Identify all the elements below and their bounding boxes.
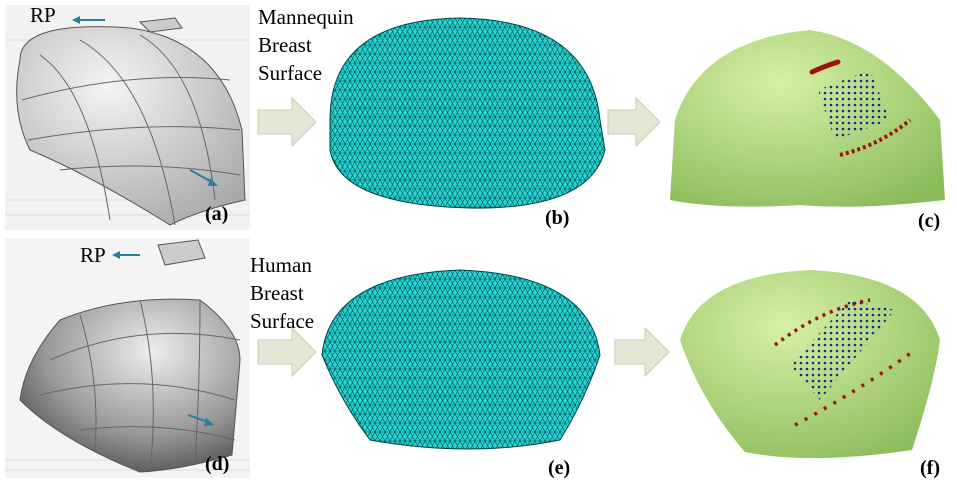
- surface-label: Surface: [258, 61, 322, 85]
- panel-d: [5, 238, 250, 478]
- panel-label: (e): [548, 457, 570, 479]
- panel-label: (c): [918, 210, 940, 232]
- arrow: [608, 98, 660, 146]
- surface-label: Mannequin: [258, 5, 354, 29]
- panel-label: (f): [920, 457, 940, 479]
- mesh-dome: [330, 18, 605, 208]
- green-surface: [670, 30, 945, 207]
- surface-label: Breast: [258, 33, 312, 57]
- arrow: [615, 328, 669, 376]
- panel-label: (d): [205, 453, 229, 475]
- panel-label: (a): [205, 203, 228, 225]
- mesh-dome: [322, 270, 600, 449]
- arrow: [258, 328, 316, 376]
- panel-label: (b): [545, 207, 569, 229]
- rp-label: RP: [80, 243, 106, 267]
- surface-label: Human: [250, 253, 312, 277]
- surface-label: Surface: [250, 309, 314, 333]
- surface-label: Breast: [250, 281, 304, 305]
- figure: RP Mannequin Breast Surface RP Human Bre…: [0, 0, 957, 483]
- panel-a: [5, 5, 250, 230]
- arrow: [258, 98, 316, 146]
- rp-label: RP: [30, 3, 56, 27]
